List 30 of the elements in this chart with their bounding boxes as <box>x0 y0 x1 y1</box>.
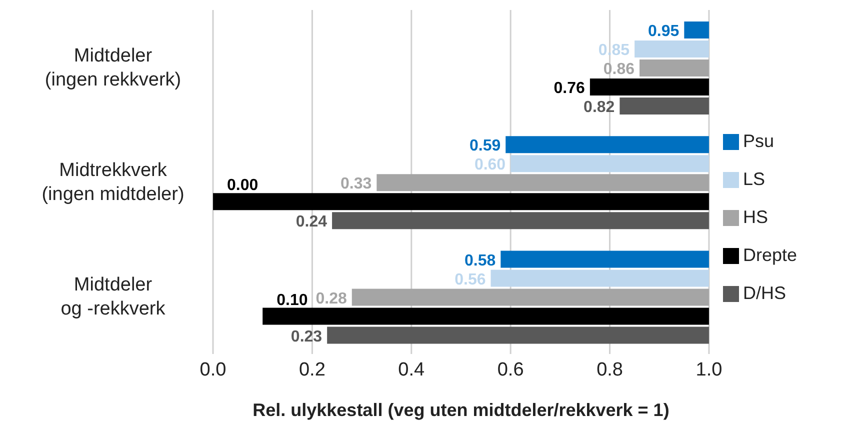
data-label: 0.86 <box>603 60 635 78</box>
legend-label: Drepte <box>742 245 797 265</box>
data-label: 0.24 <box>296 214 328 231</box>
data-label: 0.76 <box>554 80 586 97</box>
x-tick-label: 0.6 <box>497 359 524 380</box>
data-label: 0.00 <box>227 177 258 194</box>
x-tick-label: 0.8 <box>596 359 623 380</box>
data-label: 0.23 <box>290 328 322 346</box>
x-axis-title: Rel. ulykkestall (veg uten midtdeler/rekkverk = 1) <box>252 400 670 420</box>
x-tick-label: 0.0 <box>200 359 226 380</box>
legend-label: HS <box>742 207 768 227</box>
x-tick-label: 0.4 <box>398 359 426 380</box>
data-label: 0.95 <box>648 22 680 40</box>
data-label: 0.82 <box>584 98 615 116</box>
y-tick-label: Midtrekkverk (ingen midtdeler) <box>42 160 184 205</box>
y-tick-label: Midtdeler og -rekkverk <box>60 274 166 320</box>
x-tick-label: 1.0 <box>696 359 722 380</box>
y-tick-label: Midtdeler (ingen rekkverk) <box>44 45 182 90</box>
data-label: 0.33 <box>340 176 372 193</box>
x-tick-label: 0.2 <box>298 359 326 380</box>
data-label: 0.56 <box>454 271 486 288</box>
data-label: 0.58 <box>464 252 496 270</box>
legend-label: D/HS <box>742 283 786 303</box>
data-label: 0.28 <box>316 290 347 308</box>
legend-label: LS <box>742 169 765 189</box>
data-label: 0.60 <box>474 156 506 174</box>
data-label: 0.10 <box>276 292 308 309</box>
data-label: 0.85 <box>598 42 630 59</box>
legend-label: Psu <box>742 131 774 151</box>
data-label: 0.59 <box>469 138 501 155</box>
